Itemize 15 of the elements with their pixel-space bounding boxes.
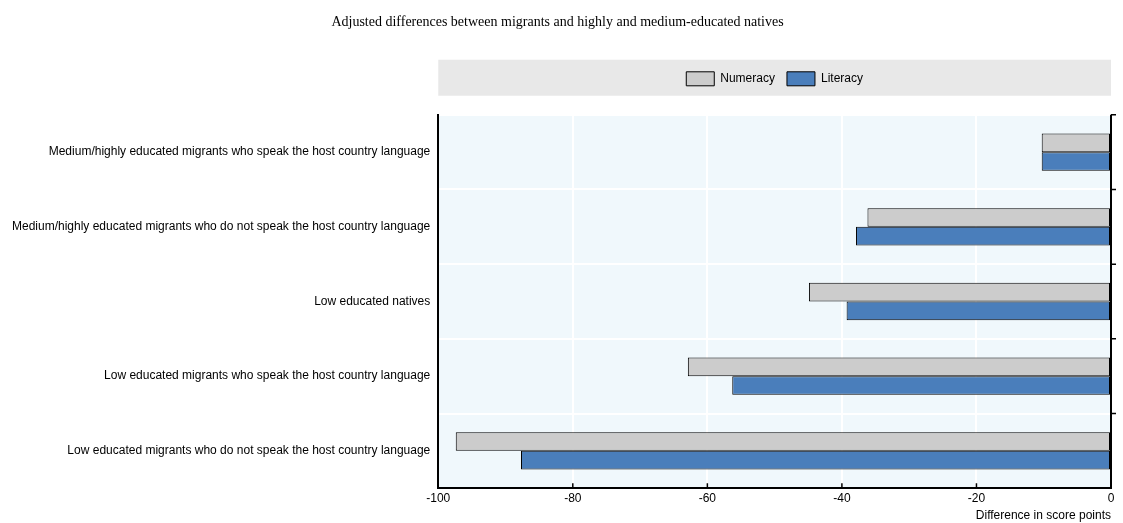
x-axis-title: Difference in score points (975, 508, 1111, 523)
y-tick-label: Low educated natives (314, 293, 431, 308)
x-tick-label: -100 (426, 490, 451, 505)
chart-title: Adjusted differences between migrants and highly and medium-educated natives (331, 14, 784, 30)
x-tick-label: -20 (967, 490, 986, 505)
x-tick-label: -40 (833, 490, 851, 505)
y-tick-label: Medium/highly educated migrants who do not speak the host country language (11, 219, 431, 234)
y-tick-label: Low educated migrants who do not speak the host country language (67, 443, 431, 458)
y-tick-label: Low educated migrants who speak the host country language (104, 368, 431, 383)
legend-label: Numeracy (720, 71, 775, 86)
x-tick-label: 0 (1107, 490, 1115, 505)
x-tick-label: -80 (564, 490, 582, 505)
x-tick-label: -60 (698, 490, 717, 505)
y-tick-label: Medium/highly educated migrants who speak the host country language (48, 144, 431, 159)
legend-label: Literacy (820, 71, 863, 86)
